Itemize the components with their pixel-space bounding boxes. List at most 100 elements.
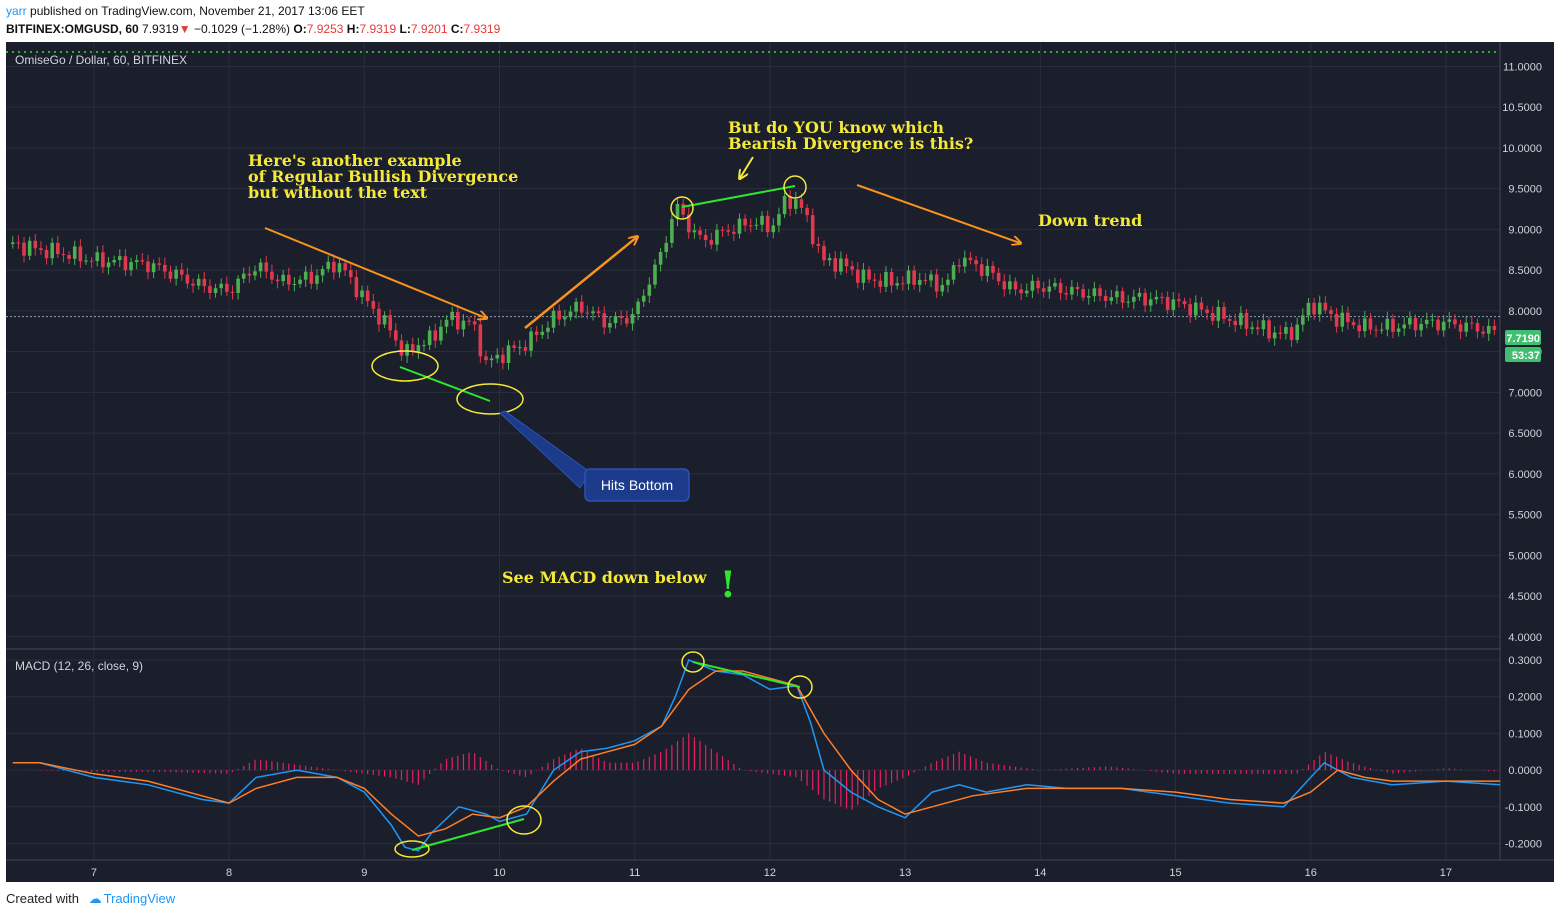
candle-body bbox=[917, 279, 922, 285]
time-tick-label: 16 bbox=[1305, 867, 1317, 879]
candle-body bbox=[940, 285, 945, 292]
candle-body bbox=[732, 231, 736, 234]
candle-body bbox=[365, 290, 370, 302]
candle-body bbox=[1210, 312, 1215, 321]
candle-body bbox=[788, 196, 792, 209]
candle-body bbox=[1148, 299, 1153, 306]
time-axis[interactable]: 7 8 9 10 11 12 13 14 15 16 17 bbox=[91, 867, 1452, 879]
candle-body bbox=[292, 283, 297, 285]
time-tick-label: 17 bbox=[1440, 867, 1452, 879]
candle-body bbox=[675, 203, 680, 219]
macd-high-1-circle bbox=[681, 651, 705, 673]
candle-body bbox=[1486, 325, 1491, 334]
candle-body bbox=[236, 278, 240, 293]
candle-body bbox=[1188, 304, 1192, 316]
created-with-label: Created with bbox=[6, 891, 79, 906]
candle-body bbox=[664, 242, 669, 252]
candle-body bbox=[332, 261, 336, 273]
candle-body bbox=[686, 214, 691, 233]
candle-body bbox=[1391, 318, 1395, 332]
candle-body bbox=[1222, 306, 1226, 319]
candle-body bbox=[760, 215, 764, 225]
candle-body bbox=[196, 278, 201, 286]
open-label: O: bbox=[293, 22, 307, 36]
candle-body bbox=[89, 260, 94, 262]
candle-body bbox=[957, 265, 961, 267]
candle-body bbox=[1436, 319, 1440, 331]
candle-body bbox=[1075, 286, 1080, 290]
candle-body bbox=[371, 301, 376, 309]
candle-body bbox=[985, 265, 990, 276]
candle-body bbox=[816, 243, 821, 246]
candle-body bbox=[1193, 302, 1198, 316]
macd-low-1-circle bbox=[394, 840, 430, 858]
candle-body bbox=[602, 313, 607, 328]
candle-body bbox=[1323, 302, 1328, 311]
author-link[interactable]: yarr bbox=[6, 4, 27, 18]
candle-body bbox=[106, 262, 111, 268]
candle-body bbox=[523, 347, 528, 351]
candle-body bbox=[506, 345, 511, 364]
candle-body bbox=[253, 271, 257, 276]
candle-body bbox=[737, 218, 742, 234]
candle-body bbox=[202, 278, 207, 287]
candle-body bbox=[1419, 323, 1423, 331]
candle-body bbox=[1368, 318, 1373, 330]
candle-body bbox=[1199, 302, 1204, 310]
candle-body bbox=[1024, 290, 1029, 294]
candle-body bbox=[867, 269, 871, 280]
macd-bullish-divergence-line bbox=[411, 818, 525, 851]
candle-body bbox=[1470, 322, 1474, 324]
candle-body bbox=[72, 246, 77, 259]
time-tick-label: 7 bbox=[91, 867, 97, 879]
candle-body bbox=[715, 229, 719, 245]
candle-body bbox=[151, 263, 156, 273]
time-tick-label: 8 bbox=[226, 867, 232, 879]
candle-body bbox=[1126, 301, 1130, 303]
candle-body bbox=[213, 288, 218, 294]
chart-background bbox=[6, 42, 1554, 882]
candle-body bbox=[765, 215, 770, 233]
macd-low-2-circle bbox=[506, 805, 542, 835]
price-high-1-circle bbox=[670, 196, 694, 220]
hits-bottom-label: Hits Bottom bbox=[601, 477, 673, 493]
candle-body bbox=[241, 273, 246, 279]
candle-body bbox=[168, 271, 173, 279]
macd-axis[interactable]: 0.3000 0.2000 0.1000 0.0000 -0.1000 -0.2000 bbox=[1505, 655, 1542, 850]
candle-body bbox=[1132, 296, 1136, 302]
candle-body bbox=[777, 214, 781, 226]
time-tick-label: 12 bbox=[764, 867, 776, 879]
candle-body bbox=[1447, 319, 1452, 322]
macd-tick-label: 0.2000 bbox=[1508, 692, 1542, 704]
candle-body bbox=[754, 224, 759, 226]
price-bullish-divergence-line bbox=[399, 366, 491, 402]
price-low-1-circle bbox=[371, 350, 439, 382]
candle-body bbox=[889, 272, 894, 286]
price-tick-label: 10.0000 bbox=[1502, 143, 1542, 155]
publish-info: yarr published on TradingView.com, Novem… bbox=[6, 4, 365, 18]
annotations: Here's another example of Regular Bullis… bbox=[248, 118, 1142, 606]
candle-body bbox=[1233, 320, 1238, 326]
tradingview-link[interactable]: TradingView bbox=[103, 891, 176, 906]
price-axis[interactable]: 11.0000 10.5000 10.0000 9.5000 9.0000 8.5000 8… bbox=[1502, 61, 1542, 643]
candle-body bbox=[1284, 327, 1288, 334]
candle-body bbox=[512, 345, 516, 348]
candle-body bbox=[1177, 299, 1181, 302]
high-label: H: bbox=[346, 22, 360, 36]
candle-body bbox=[968, 257, 973, 261]
candle-body bbox=[456, 311, 460, 330]
down-trend-label: Down trend bbox=[1038, 211, 1142, 230]
candle-body bbox=[934, 274, 939, 292]
candle-body bbox=[1008, 281, 1012, 290]
candle-body bbox=[1143, 292, 1147, 306]
candle-body bbox=[794, 199, 798, 209]
candle-body bbox=[484, 356, 488, 361]
candle-body bbox=[1047, 286, 1052, 292]
candle-body bbox=[275, 279, 280, 282]
candle-body bbox=[1362, 318, 1367, 332]
candle-body bbox=[1154, 296, 1159, 300]
candle-body bbox=[748, 225, 753, 227]
candle-body bbox=[591, 311, 595, 314]
candle-body bbox=[67, 255, 71, 259]
